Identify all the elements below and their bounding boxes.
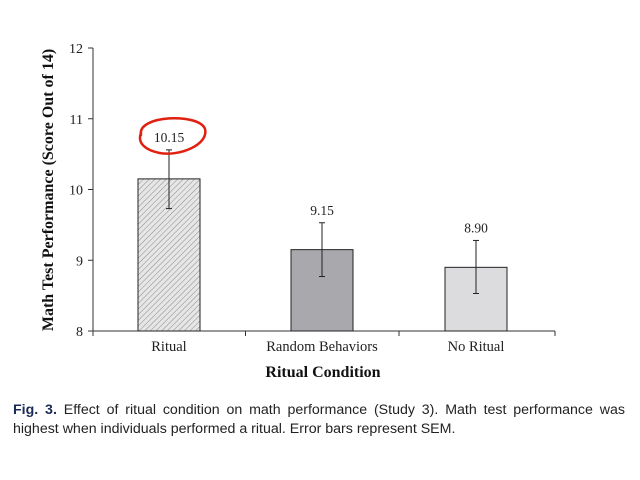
x-tick-label: Ritual <box>151 339 186 355</box>
y-tick-label: 10 <box>69 184 83 199</box>
x-tick-label: Random Behaviors <box>266 339 378 355</box>
bar-chart: 8 9 10 11 12 10.15 Ritual 9.15 Random Behaviors… <box>40 42 556 381</box>
data-label: 9.15 <box>310 203 334 218</box>
y-tick-label: 11 <box>70 113 83 128</box>
y-tick-label: 12 <box>69 42 83 57</box>
figure-number: Fig. 3. <box>13 402 57 418</box>
figure-caption: Fig. 3. Effect of ritual condition on ma… <box>13 401 625 439</box>
data-label: 8.90 <box>464 220 488 235</box>
x-tick-label: No Ritual <box>448 339 505 355</box>
y-tick-label: 8 <box>76 325 83 340</box>
highlight-circle <box>138 117 207 155</box>
data-label: 10.15 <box>154 130 185 145</box>
figure: 8 9 10 11 12 10.15 Ritual 9.15 Random Behaviors… <box>40 42 556 381</box>
y-axis-title: Math Test Performance (Score Out of 14) <box>40 49 57 331</box>
y-tick-label: 9 <box>76 254 83 269</box>
caption-text: Effect of ritual condition on math perfo… <box>13 402 625 437</box>
x-axis-title: Ritual Condition <box>265 364 380 381</box>
